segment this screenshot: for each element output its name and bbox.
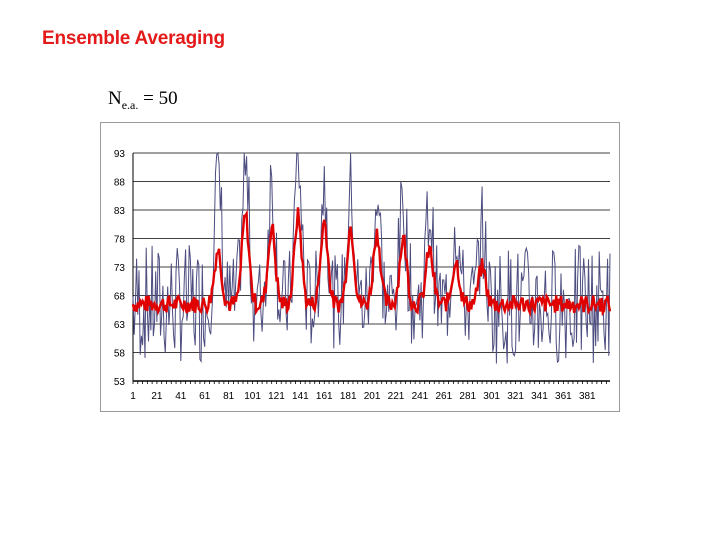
x-minor-ticks [132, 381, 607, 384]
x-tick-label: 321 [507, 391, 524, 402]
y-tick-label: 78 [114, 235, 126, 246]
x-tick-label: 81 [223, 391, 235, 402]
y-tick-label: 68 [114, 292, 126, 303]
formula-n: N [108, 88, 122, 109]
y-tick-label: 83 [114, 206, 126, 217]
y-tick-label: 63 [114, 320, 126, 331]
x-tick-label: 61 [199, 391, 211, 402]
x-tick-labels: 1 21 41 61 81 101 121 141 161 181 201 221 241 261 281 3… [130, 391, 596, 402]
y-tick-label: 53 [114, 377, 126, 388]
y-tick-label: 73 [114, 263, 126, 274]
x-tick-label: 41 [175, 391, 187, 402]
x-tick-label: 161 [316, 391, 333, 402]
x-tick-label: 121 [268, 391, 285, 402]
x-tick-label: 381 [579, 391, 596, 402]
averaged-signal-line [131, 207, 612, 318]
x-tick-label: 241 [412, 391, 429, 402]
y-tick-label: 88 [114, 178, 126, 189]
formula-value: = 50 [138, 88, 178, 109]
y-tick-label: 93 [114, 149, 126, 160]
slide-title: Ensemble Averaging [42, 28, 225, 49]
x-tick-label: 301 [483, 391, 500, 402]
formula-subscript: e.a. [121, 98, 139, 112]
x-tick-label: 341 [531, 391, 548, 402]
x-tick-label: 141 [292, 391, 309, 402]
ensemble-size-label: Ne.a. = 50 [108, 88, 178, 112]
x-tick-label: 181 [340, 391, 357, 402]
raw-signal-line [132, 151, 611, 364]
x-tick-label: 21 [151, 391, 163, 402]
x-tick-label: 261 [435, 391, 452, 402]
x-tick-label: 201 [364, 391, 381, 402]
y-tick-label: 58 [114, 349, 126, 360]
x-tick-label: 361 [555, 391, 572, 402]
x-tick-label: 281 [459, 391, 476, 402]
x-tick-label: 1 [130, 391, 136, 402]
x-tick-label: 101 [244, 391, 261, 402]
x-tick-label: 221 [388, 391, 405, 402]
y-tick-labels: 93 88 83 78 73 68 63 58 53 [114, 149, 126, 388]
